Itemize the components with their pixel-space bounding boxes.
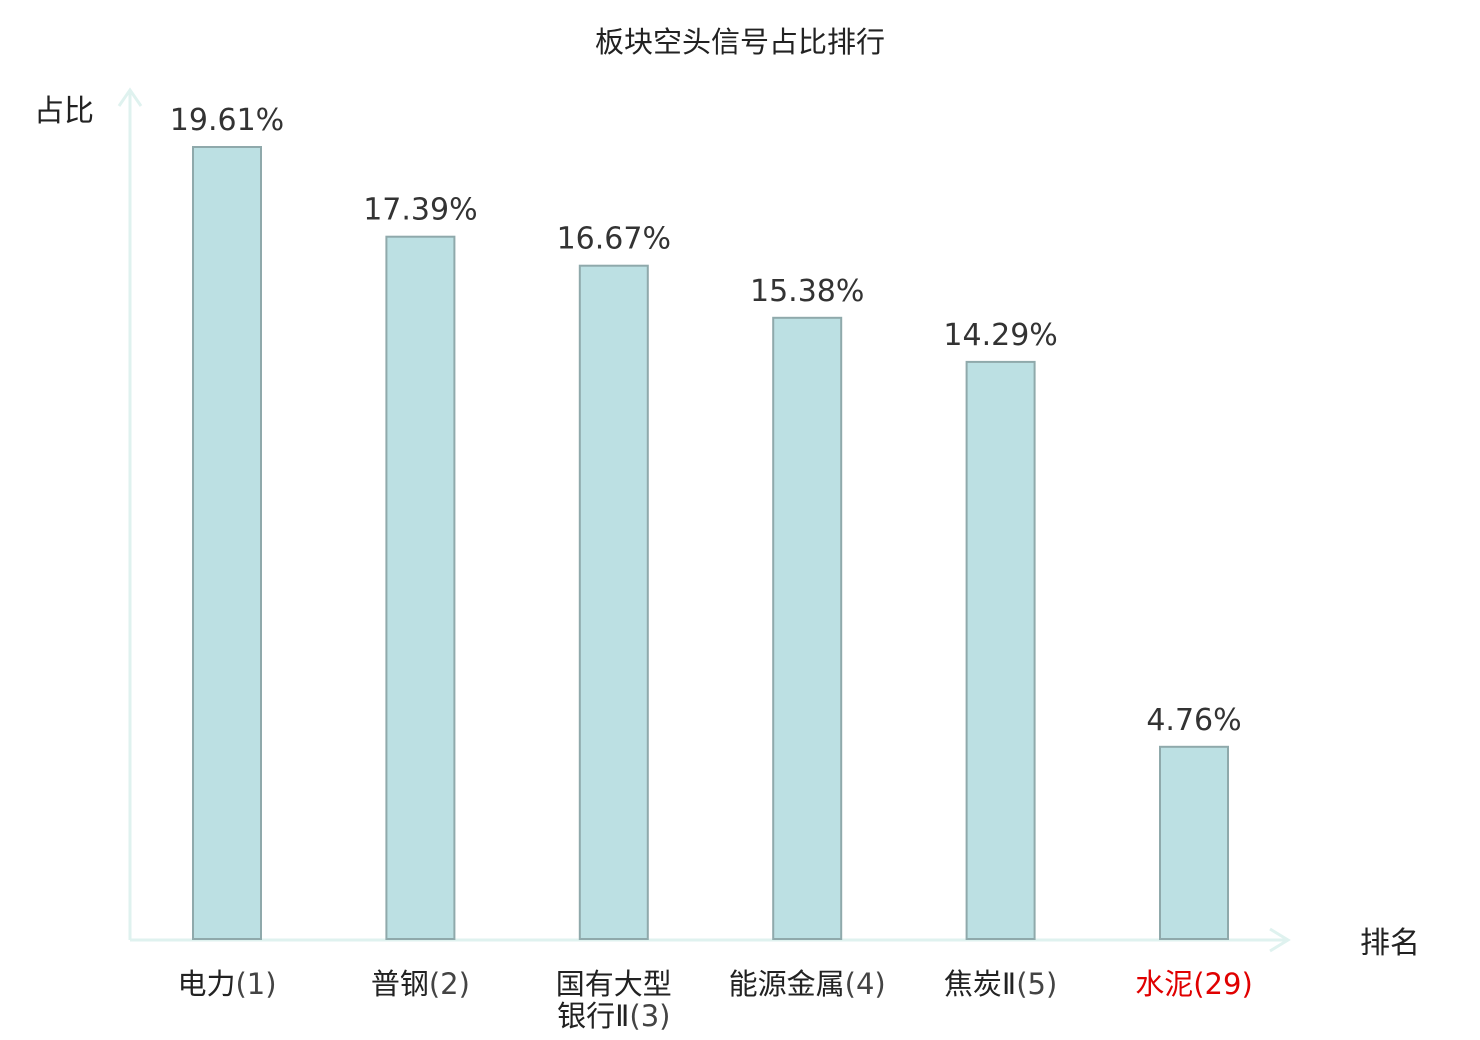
category-name: 水泥 [1135, 967, 1193, 1001]
y-axis [117, 87, 143, 940]
category-name: 银行Ⅱ [557, 999, 629, 1033]
category-rank: (29) [1193, 967, 1253, 1001]
bar [772, 316, 843, 940]
value-labels: 19.61% 17.39% 16.67% 15.38% 14.29% 4.76% [170, 103, 1242, 738]
bar-value-label: 15.38% [750, 274, 864, 309]
category-rank: (2) [429, 967, 470, 1001]
category-rank: (3) [629, 999, 670, 1033]
category-label: 国有大型银行Ⅱ(3) [556, 967, 672, 1033]
category-label: 能源金属(4) [729, 967, 886, 1001]
category-name: 普钢 [371, 967, 429, 1001]
category-label: 普钢(2) [371, 967, 470, 1001]
bar-value-label: 17.39% [363, 193, 477, 228]
bar-value-label: 16.67% [557, 222, 671, 257]
category-label: 焦炭Ⅱ(5) [944, 967, 1057, 1001]
x-axis-arrow-icon [1269, 927, 1291, 953]
category-name: 国有大型 [556, 967, 672, 1001]
x-axis [130, 927, 1291, 953]
bar [578, 264, 649, 940]
category-rank: (1) [235, 967, 276, 1001]
bars [192, 146, 1229, 940]
chart-title: 板块空头信号占比排行 [595, 25, 885, 59]
category-label: 水泥(29) [1135, 967, 1253, 1001]
bar [1159, 745, 1229, 940]
category-name: 焦炭Ⅱ [944, 967, 1016, 1001]
y-axis-arrow-icon [117, 87, 143, 107]
y-axis-label: 占比 [34, 94, 94, 129]
x-axis-label: 排名 [1360, 926, 1420, 961]
bar-value-label: 19.61% [170, 103, 284, 138]
category-rank: (4) [845, 967, 886, 1001]
category-name: 能源金属 [729, 967, 845, 1001]
category-name: 电力 [177, 967, 235, 1001]
category-rank: (5) [1016, 967, 1057, 1001]
bar-value-label: 4.76% [1146, 703, 1241, 738]
bar [965, 360, 1036, 940]
category-label: 电力(1) [177, 967, 276, 1001]
bar [192, 146, 262, 940]
bar-value-label: 14.29% [943, 318, 1057, 353]
bar [385, 235, 456, 940]
category-labels: 电力(1) 普钢(2) 国有大型银行Ⅱ(3) 能源金属(4) 焦炭Ⅱ(5) 水泥(29) [177, 967, 1252, 1033]
